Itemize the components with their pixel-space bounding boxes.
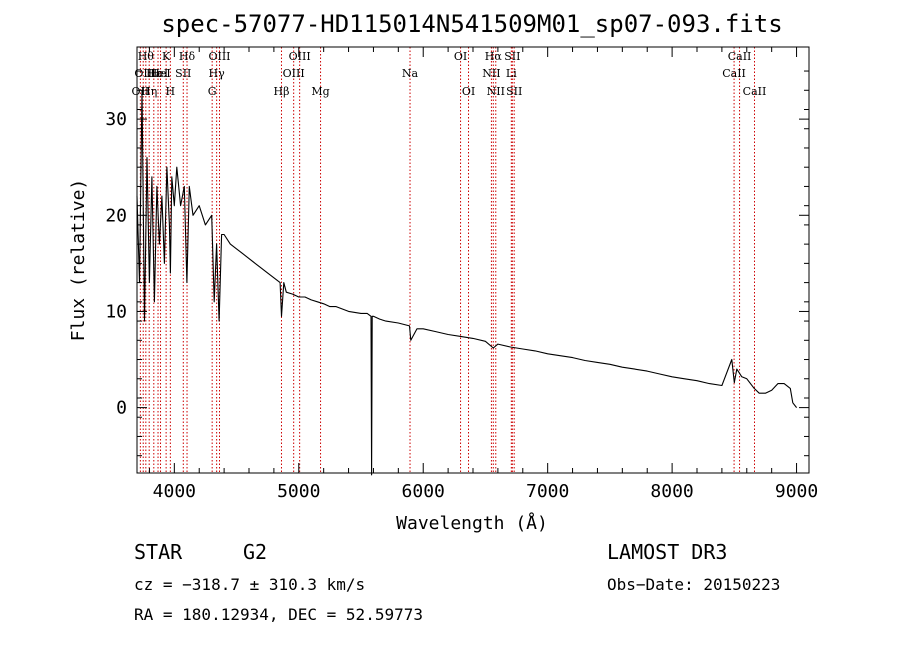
line-label: CaII [722,67,746,80]
chart-title: spec-57077-HD115014N541509M01_sp07-093.f… [161,10,782,38]
line-labels: OIIOIIHθHηHεHeIHeIKHSIIHδGHγOIIIHβOIIIOI… [132,50,767,98]
line-label: OII [132,85,150,98]
line-label: OI [454,50,467,63]
redshift-cz: cz = −318.7 ± 310.3 km/s [134,575,366,594]
line-label: Na [402,67,419,80]
line-label: NII [487,85,505,98]
x-tick-label: 5000 [277,481,320,502]
line-label: OIII [289,50,311,63]
object-type: STAR [134,540,183,564]
x-tick-label: 4000 [153,481,196,502]
observation-date: Obs−Date: 20150223 [607,575,781,594]
y-axis-label: Flux (relative) [68,179,89,342]
line-label: SII [506,85,522,98]
survey-name: LAMOST DR3 [607,540,728,564]
line-label: OII [134,67,152,80]
line-label: Hβ [274,85,290,98]
y-tick-label: 10 [105,301,127,322]
line-label: K [162,50,171,63]
coordinates: RA = 180.12934, DEC = 52.59773 [134,605,423,624]
line-label: CaII [728,50,752,63]
x-axis-label: Wavelength (Å) [396,512,548,534]
line-label: Hη [141,85,157,98]
line-label: HeI [148,67,168,80]
spectrum-series [136,89,798,476]
line-label: NII [482,67,500,80]
line-markers [139,47,755,473]
y-tick-label: 0 [116,398,127,419]
line-label: Hε [146,67,162,80]
line-label: CaII [743,85,767,98]
line-label: Hδ [179,50,196,63]
x-tick-label: 8000 [650,481,693,502]
line-label: G [208,85,217,98]
line-label: H [166,85,176,98]
line-label: Hθ [138,50,155,63]
x-tick-label: 9000 [775,481,818,502]
line-label: Hγ [209,67,226,80]
line-label: Hα [485,50,503,63]
y-tick-label: 30 [105,109,127,130]
spectral-subclass: G2 [243,540,268,564]
line-label: OIII [208,50,230,63]
plot-frame [136,46,810,474]
line-label: Mg [311,85,329,98]
line-label: Li [506,67,517,80]
line-label: SII [175,67,191,80]
line-label: OIII [283,67,305,80]
x-axis: 4000 5000 6000 7000 8000 9000 [148,47,818,502]
x-tick-label: 7000 [526,481,569,502]
line-label: SII [504,50,520,63]
line-label: HeI [150,67,170,80]
y-axis: 0 10 20 30 [105,70,809,457]
flux-line [136,89,798,476]
line-label: OI [462,85,475,98]
y-tick-label: 20 [105,205,127,226]
x-tick-label: 6000 [402,481,445,502]
